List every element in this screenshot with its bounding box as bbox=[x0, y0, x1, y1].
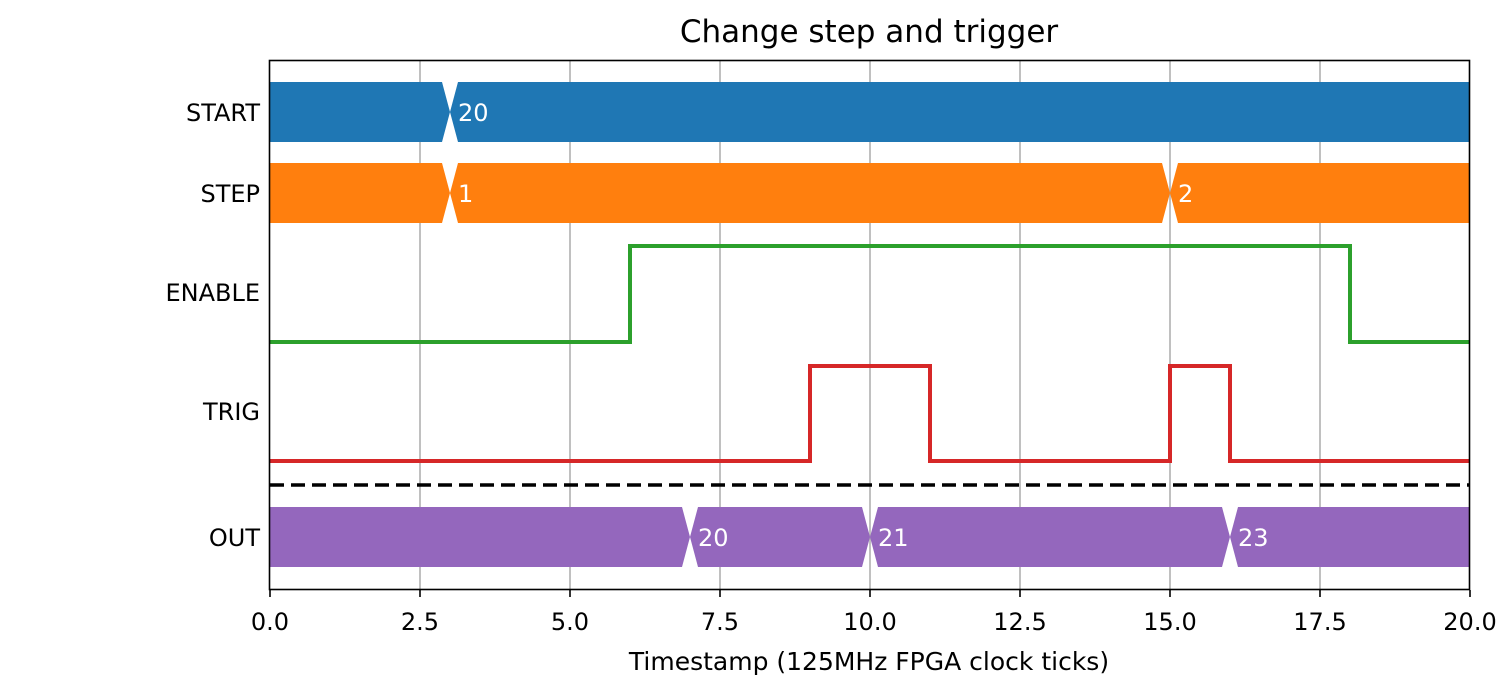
bus-segment-step bbox=[1170, 163, 1470, 223]
bus-segment-out bbox=[870, 507, 1230, 567]
plot-frame bbox=[268, 59, 1471, 591]
x-tick-label: 5.0 bbox=[551, 608, 589, 636]
x-tick-label: 17.5 bbox=[1293, 608, 1346, 636]
signal-label-trig: TRIG bbox=[202, 398, 260, 426]
chart-title: Change step and trigger bbox=[680, 14, 1059, 50]
bit-trace-enable bbox=[270, 244, 1470, 344]
signal-labels: START STEP ENABLE TRIG OUT bbox=[165, 99, 260, 552]
x-axis-label: Timestamp (125MHz FPGA clock ticks) bbox=[628, 647, 1109, 676]
bus-segment-start bbox=[270, 82, 450, 142]
bus-segment-out bbox=[690, 507, 870, 567]
x-tick-label: 12.5 bbox=[993, 608, 1046, 636]
grid-lines bbox=[419, 60, 1321, 590]
bus-value-label: 20 bbox=[458, 99, 489, 127]
x-tick-label: 20.0 bbox=[1443, 608, 1496, 636]
x-tick-label: 10.0 bbox=[843, 608, 896, 636]
signal-label-enable: ENABLE bbox=[165, 279, 260, 307]
bus-segment-out bbox=[270, 507, 690, 567]
x-tick-label: 15.0 bbox=[1143, 608, 1196, 636]
x-tick-label: 0.0 bbox=[251, 608, 289, 636]
signal-label-step: STEP bbox=[200, 180, 260, 208]
bus-segment-step bbox=[450, 163, 1170, 223]
bus-segment-out bbox=[1230, 507, 1470, 567]
bus-value-label: 1 bbox=[458, 180, 473, 208]
signal-traces: 20 1 2 20 21 23 bbox=[270, 82, 1470, 567]
x-tick-label: 2.5 bbox=[401, 608, 439, 636]
bus-value-label: 2 bbox=[1178, 180, 1193, 208]
bus-value-label: 21 bbox=[878, 524, 909, 552]
signal-label-start: START bbox=[186, 99, 260, 127]
signal-label-out: OUT bbox=[209, 524, 260, 552]
bus-value-label: 23 bbox=[1238, 524, 1269, 552]
x-tick-label: 7.5 bbox=[701, 608, 739, 636]
bus-value-label: 20 bbox=[698, 524, 729, 552]
bus-segment-start bbox=[450, 82, 1470, 142]
x-axis-ticks: 0.0 2.5 5.0 7.5 10.0 12.5 15.0 17.5 20.0 bbox=[251, 590, 1497, 636]
bus-segment-step bbox=[270, 163, 450, 223]
bit-trace-trig bbox=[270, 364, 1470, 463]
